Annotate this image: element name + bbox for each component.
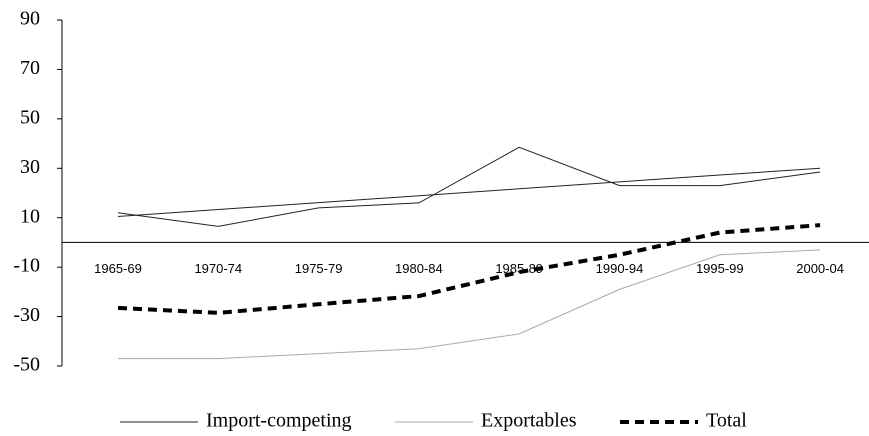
x-tick-label: 1995-99 (696, 261, 744, 276)
x-tick-label: 1980-84 (395, 261, 443, 276)
line (118, 249, 821, 360)
x-tick-label: 1975-79 (295, 261, 343, 276)
y-tick-label: 30 (20, 156, 40, 178)
x-tick-label: 1990-94 (596, 261, 644, 276)
line (117, 146, 821, 227)
y-tick-label: -10 (13, 255, 40, 277)
y-tick-label: -50 (13, 354, 40, 376)
x-tick-label: 2000-04 (796, 261, 844, 276)
line (117, 223, 821, 315)
legend-label: Import-competing (206, 410, 352, 432)
y-tick-label: 90 (20, 8, 40, 30)
x-tick-label: 1970-74 (194, 261, 242, 276)
y-tick-label: -30 (13, 304, 40, 326)
x-tick-label: 1965-69 (94, 261, 142, 276)
y-tick-label: 10 (20, 205, 40, 227)
y-tick-label: 50 (20, 106, 40, 128)
line (117, 167, 821, 217)
legend-label: Total (706, 410, 747, 432)
legend-label: Exportables (481, 410, 577, 432)
y-tick-label: 70 (20, 57, 40, 79)
x-tick-label: 1985-89 (495, 261, 543, 276)
